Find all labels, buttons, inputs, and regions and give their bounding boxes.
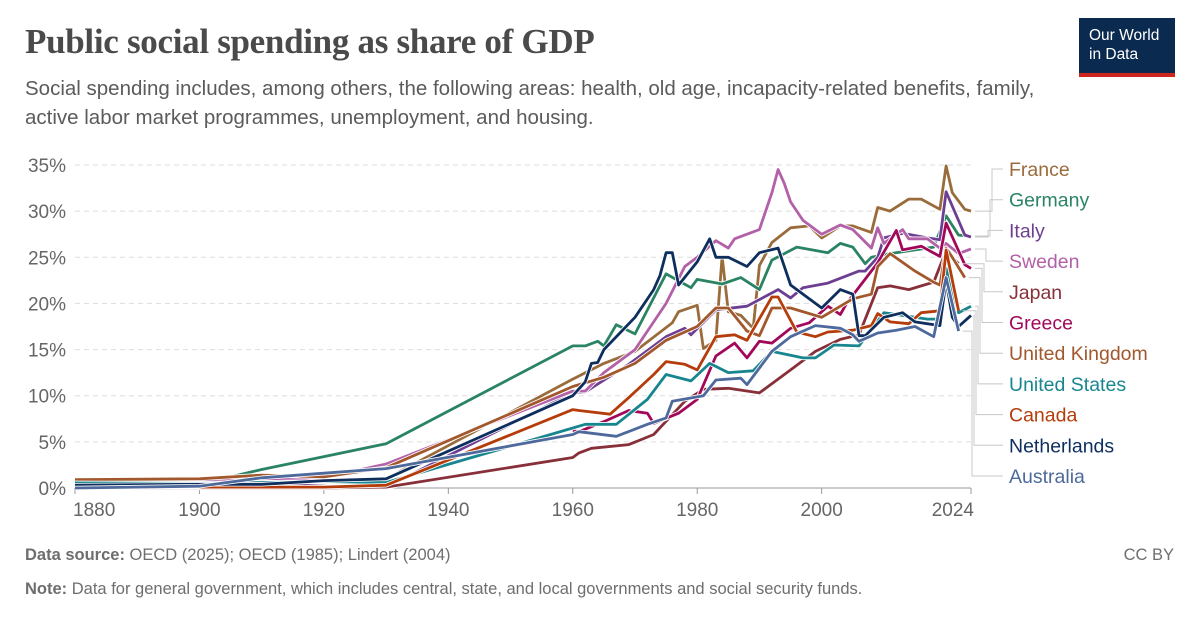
chart-subtitle: Social spending includes, among others, …: [25, 77, 1035, 129]
x-tick-label: 1920: [303, 500, 345, 521]
legend-label[interactable]: France: [1009, 159, 1070, 181]
y-tick-label: 10%: [28, 387, 66, 408]
legend-connector: [975, 168, 1003, 212]
legend-connector: [975, 305, 1003, 385]
y-tick-label: 0%: [39, 479, 67, 500]
series-line-germany[interactable]: [75, 214, 972, 485]
x-tick-label: 1880: [73, 500, 115, 521]
legend-connector: [975, 199, 1003, 237]
gridlines: [75, 164, 971, 443]
y-tick-label: 25%: [28, 248, 66, 269]
chart-note: Note: Data for general government, which…: [25, 580, 862, 599]
series-halo: [74, 266, 973, 486]
x-tick-label: 1960: [552, 500, 594, 521]
series-line-netherlands[interactable]: [74, 237, 972, 487]
series-line-australia[interactable]: [74, 276, 960, 490]
owid-logo[interactable]: Our World in Data: [1079, 18, 1175, 77]
series-line-united-states[interactable]: [74, 266, 972, 485]
legend-connector: [962, 263, 1003, 293]
series-line-japan[interactable]: [75, 249, 960, 490]
y-axis-ticks: 0% 5% 10% 15% 20% 25% 30% 35%: [28, 156, 66, 500]
series-halo: [75, 248, 961, 491]
x-tick-label: 1980: [676, 500, 718, 521]
y-tick-label: 30%: [28, 202, 66, 223]
legend-connector: [962, 330, 1003, 477]
source-text[interactable]: OECD (2025); OECD (1985); Lindert (2004): [124, 546, 451, 564]
y-tick-label: 15%: [28, 341, 66, 362]
note-label: Note:: [25, 580, 68, 598]
series-line-greece[interactable]: [572, 221, 972, 434]
series-halo: [74, 236, 973, 488]
y-tick-label: 35%: [28, 156, 66, 177]
legend-label[interactable]: Australia: [1009, 466, 1085, 488]
legend-connector: [973, 314, 1003, 446]
y-tick-label: 20%: [28, 294, 66, 315]
series-line-france[interactable]: [74, 164, 972, 485]
license-link[interactable]: CC BY: [1123, 546, 1174, 564]
legend-connector: [968, 277, 1003, 354]
x-tick-label: 1900: [178, 500, 220, 521]
series-halo: [74, 167, 972, 483]
series-lines: [74, 163, 973, 491]
legend-label[interactable]: Greece: [1009, 313, 1073, 335]
x-tick-label: 2000: [801, 500, 843, 521]
legend-label[interactable]: Netherlands: [1009, 435, 1114, 457]
legend-connector: [975, 248, 1003, 262]
series-halo: [74, 163, 972, 486]
chart-title: Public social spending as share of GDP: [25, 22, 595, 61]
legend-label[interactable]: Germany: [1009, 190, 1089, 212]
series-line-united-kingdom[interactable]: [74, 246, 966, 482]
legend: France Germany Italy Sweden Japan Greece Unite…: [962, 159, 1148, 488]
legend-connector: [962, 310, 1003, 416]
legend-label[interactable]: United States: [1009, 374, 1126, 396]
legend-label[interactable]: United Kingdom: [1009, 343, 1148, 365]
x-tick-label: 1940: [427, 500, 469, 521]
legend-label[interactable]: Sweden: [1009, 251, 1079, 273]
source-label: Data source:: [25, 546, 125, 564]
legend-connector: [975, 267, 1003, 323]
series-line-sweden[interactable]: [74, 168, 972, 482]
note-text: Data for general government, which inclu…: [67, 580, 863, 598]
x-tick-label: 2024: [932, 500, 975, 521]
legend-label[interactable]: Italy: [1009, 220, 1045, 242]
data-source: Data source: OECD (2025); OECD (1985); L…: [25, 546, 451, 565]
y-tick-label: 5%: [39, 433, 67, 454]
x-axis: 1880 1900 1920 1940 1960 1980 2000 2024: [73, 487, 975, 521]
legend-connector: [975, 229, 1003, 238]
series-line-canada[interactable]: [75, 248, 960, 489]
legend-label[interactable]: Japan: [1009, 282, 1062, 304]
legend-label[interactable]: Canada: [1009, 405, 1077, 427]
